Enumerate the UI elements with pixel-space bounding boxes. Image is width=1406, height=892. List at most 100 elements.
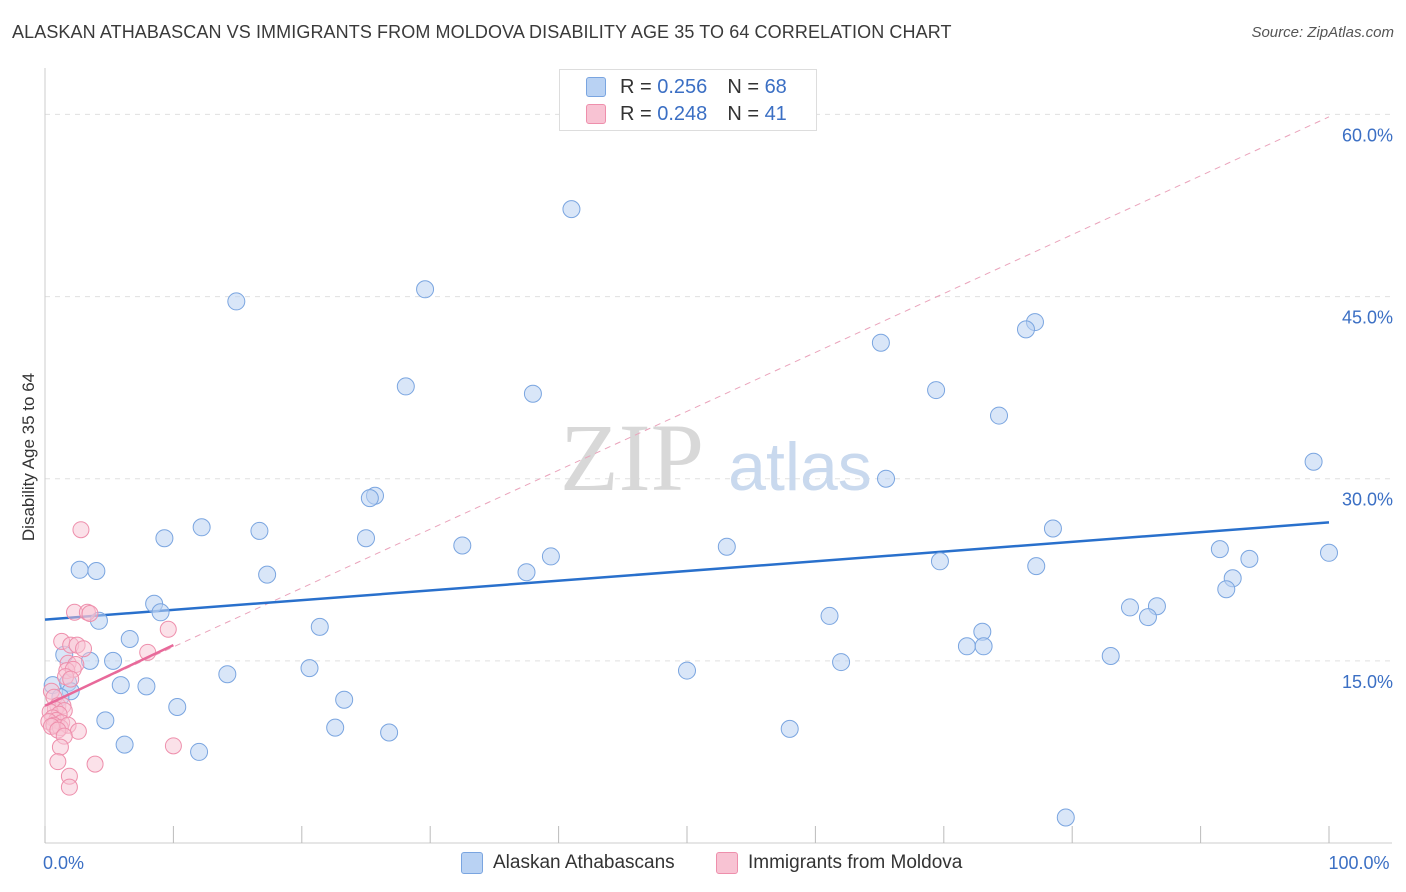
y-axis-title: Disability Age 35 to 64 — [19, 373, 38, 541]
y-tick-label: 45.0% — [1342, 308, 1393, 328]
athabascan-point — [1138, 608, 1157, 627]
bottom-legend-series1: Alaskan Athabascans — [461, 852, 675, 874]
legend-n-label: N = — [727, 102, 759, 125]
athabascan-point — [360, 489, 379, 508]
athabascan-point — [780, 719, 799, 738]
legend-row-series2: R = 0.248 N = 41 — [586, 102, 787, 126]
athabascan-point — [1304, 452, 1323, 471]
athabascan-point — [120, 630, 139, 648]
chart-title: ALASKAN ATHABASCAN VS IMMIGRANTS FROM MO… — [12, 22, 952, 42]
bottom-legend-swatch-blue — [461, 852, 483, 874]
athabascan-point — [416, 280, 435, 299]
x-tick-label: 100.0% — [1328, 853, 1389, 873]
athabascan-point — [927, 381, 946, 400]
athabascan-trend-line — [44, 521, 1330, 621]
athabascan-point — [396, 377, 415, 396]
moldova-point — [49, 753, 67, 771]
athabascan-point — [218, 665, 237, 684]
legend-n-label: N = — [727, 75, 759, 98]
athabascan-point — [70, 560, 89, 579]
athabascan-point — [871, 333, 890, 352]
athabascan-point — [155, 529, 174, 548]
athabascan-point — [380, 723, 399, 742]
athabascan-point — [1240, 549, 1259, 568]
trend-lines — [44, 116, 1330, 707]
athabascan-point — [541, 547, 560, 566]
athabascan-point — [562, 200, 581, 219]
athabascan-point — [820, 606, 839, 625]
moldova-point — [62, 670, 80, 688]
y-tick-label: 15.0% — [1342, 672, 1393, 692]
bottom-legend-label: Alaskan Athabascans — [493, 852, 675, 873]
y-tick-label: 30.0% — [1342, 490, 1393, 510]
legend-r-value: 0.248 — [657, 102, 708, 125]
athabascan-point — [258, 565, 277, 584]
bottom-legend-label: Immigrants from Moldova — [748, 852, 963, 873]
correlation-legend: R = 0.256 N = 68 R = 0.248 N = 41 — [559, 69, 817, 131]
athabascan-point — [310, 617, 329, 636]
source-label: Source: ZipAtlas.com — [1251, 24, 1394, 41]
athabascan-point — [227, 292, 246, 311]
legend-r-label: R = — [620, 75, 652, 98]
moldova-point — [86, 755, 104, 773]
athabascan-point — [1120, 598, 1139, 617]
bottom-legend-swatch-pink — [716, 852, 738, 874]
athabascan-point — [1101, 647, 1120, 665]
athabascan-point — [300, 659, 319, 678]
athabascan-point — [115, 735, 134, 754]
athabascan-point — [990, 406, 1009, 425]
moldova-point — [60, 778, 78, 796]
points — [40, 200, 1338, 827]
moldova-point — [81, 605, 99, 622]
legend-n-value: 41 — [764, 102, 787, 125]
athabascan-point — [168, 698, 187, 716]
athabascan-point — [190, 742, 209, 761]
athabascan-point — [974, 637, 993, 656]
legend-row-series1: R = 0.256 N = 68 — [586, 75, 787, 99]
moldova-trend-line — [44, 643, 174, 707]
athabascan-point — [151, 603, 170, 622]
legend-swatch-pink — [586, 104, 606, 124]
x-tick-label: 0.0% — [43, 853, 84, 873]
moldova-point — [72, 521, 90, 539]
moldova-point — [51, 738, 69, 756]
athabascan-point — [111, 676, 130, 695]
axes: 15.0% 30.0% 45.0% 60.0% 0.0% 100.0% — [43, 68, 1393, 873]
y-tick-label: 60.0% — [1342, 125, 1393, 145]
moldova-point — [164, 737, 182, 755]
athabascan-point — [1043, 519, 1062, 538]
athabascan-point — [930, 552, 949, 571]
athabascan-point — [1016, 320, 1035, 339]
athabascan-point — [357, 529, 375, 548]
watermark-atlas: atlas — [728, 429, 872, 505]
athabascan-point — [192, 518, 211, 537]
moldova-point — [75, 640, 93, 658]
moldova-point — [69, 722, 87, 740]
athabascan-point — [957, 637, 976, 656]
athabascan-point — [137, 677, 156, 696]
athabascan-point — [453, 536, 472, 555]
athabascan-point — [1217, 580, 1236, 599]
athabascan-point — [1320, 543, 1338, 562]
athabascan-point — [1027, 557, 1046, 576]
athabascan-point — [335, 690, 354, 709]
athabascan-point — [1056, 808, 1075, 827]
athabascan-point — [87, 562, 106, 580]
athabascan-point — [104, 651, 123, 670]
athabascan-point — [1210, 540, 1229, 559]
legend-r-value: 0.256 — [657, 75, 708, 98]
legend-r-label: R = — [620, 102, 652, 125]
legend-n-value: 68 — [764, 75, 787, 98]
watermark: ZIP atlas — [560, 404, 872, 511]
athabascan-point — [678, 661, 696, 680]
athabascan-point — [523, 384, 542, 403]
athabascan-point — [832, 653, 851, 672]
gridlines — [45, 113, 1392, 662]
athabascan-point — [250, 521, 269, 540]
athabascan-point — [877, 469, 896, 488]
athabascan-point — [517, 563, 536, 582]
athabascan-point — [326, 718, 345, 737]
athabascan-point — [717, 537, 736, 556]
moldova-point — [159, 620, 177, 638]
